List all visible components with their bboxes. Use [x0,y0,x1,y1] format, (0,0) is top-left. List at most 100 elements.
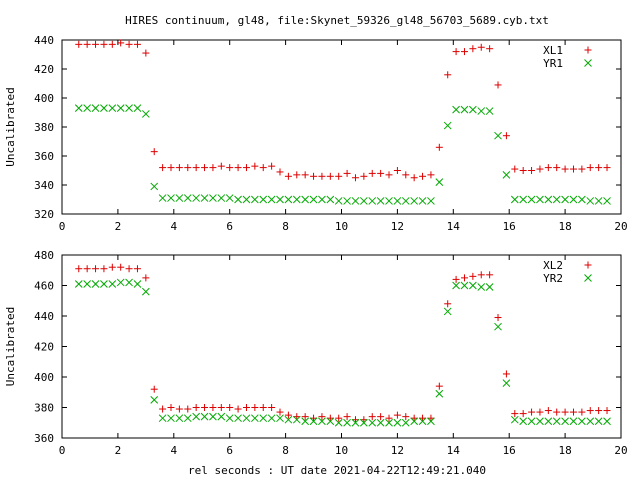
data-point [209,412,217,421]
data-point [553,164,561,172]
data-point [561,408,569,416]
data-point [486,271,494,279]
x-tick-label: 10 [335,220,348,233]
data-point [368,197,377,205]
data-point [393,167,401,174]
x-tick-label: 18 [558,444,571,457]
data-point [108,40,116,48]
data-point [376,197,385,205]
data-point [578,417,586,426]
data-point [586,417,595,426]
y-tick-label: 440 [34,34,54,47]
data-point [251,195,259,204]
data-point [561,417,569,426]
data-point [242,195,251,204]
data-point [318,417,326,426]
data-point [427,417,435,426]
data-point [519,167,527,174]
data-point [133,104,142,113]
data-point [595,407,603,415]
data-point [159,405,167,413]
data-point [267,195,276,204]
y-tick-label: 380 [34,402,54,415]
y-axis-label: Uncalibrated [4,87,17,166]
data-point [385,171,393,179]
data-point [293,413,301,421]
data-point [603,407,611,415]
data-point [234,405,242,413]
data-point [141,110,150,118]
data-point [460,281,469,290]
data-point [209,404,217,411]
data-point [460,274,468,282]
data-point [360,416,368,424]
data-point [594,417,603,426]
series-yr2 [74,278,611,427]
data-point [184,164,192,172]
data-point [528,167,536,174]
data-point [385,197,393,205]
data-point [318,172,326,180]
data-point [326,417,335,426]
data-point [578,195,586,204]
y-tick-label: 360 [34,432,54,445]
data-point [544,195,553,204]
data-point [268,404,276,411]
data-point [225,194,234,202]
data-point [251,162,259,170]
bottom-panel: 0 2 4 6 8 10 12 14 16 18 20 360 380 400 420 440 460 480 Un… [4,249,628,457]
data-point [485,283,494,291]
data-point [309,195,318,204]
data-point [150,396,159,404]
data-point [393,411,401,419]
data-point [83,265,91,273]
data-point [284,195,293,204]
data-point [351,416,359,424]
data-point [351,418,360,427]
data-point [117,263,125,271]
data-point [427,171,435,179]
data-point [469,105,477,114]
data-point [192,194,201,202]
data-point [586,197,595,205]
data-point [192,404,200,411]
data-point [318,195,326,204]
data-point [242,404,250,411]
data-point [536,417,544,426]
x-tick-label: 16 [503,444,516,457]
legend-marker [584,46,592,54]
data-point [251,414,259,423]
data-point [133,265,141,273]
data-point [502,132,510,140]
data-point [376,418,385,427]
data-point [234,414,242,423]
data-point [444,71,452,79]
y-tick-label: 400 [34,92,54,105]
data-point [192,412,201,421]
data-point [175,405,183,413]
data-point [125,278,133,287]
data-point [175,414,184,423]
y-tick-label: 340 [34,179,54,192]
data-point [125,265,133,273]
data-point [200,194,209,202]
data-point [444,300,452,308]
data-point [477,107,486,115]
data-point [217,404,225,411]
data-point [226,164,234,172]
data-point [603,417,611,426]
data-point [334,197,343,205]
legend-marker [584,59,592,67]
data-point [360,172,368,180]
data-point [410,414,418,422]
data-point [377,413,385,421]
data-point [108,280,117,288]
data-point [385,414,393,422]
data-point [603,164,611,172]
data-point [486,45,494,53]
x-tick-label: 8 [282,220,289,233]
data-point [133,40,141,48]
data-point [527,195,536,204]
x-tick-label: 20 [614,444,627,457]
